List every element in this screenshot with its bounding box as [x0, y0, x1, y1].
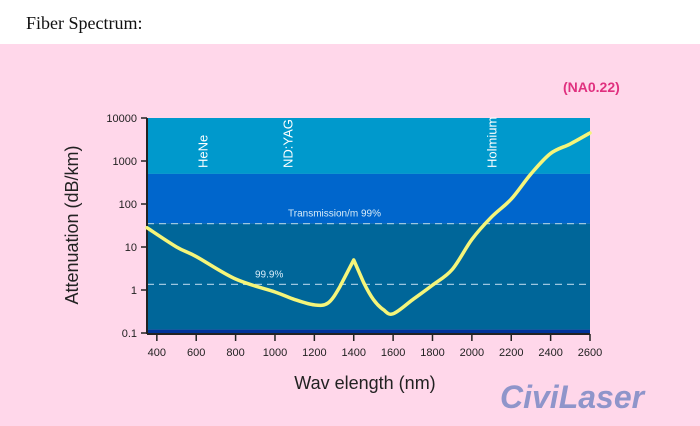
numerical-aperture-label: (NA0.22): [563, 79, 620, 95]
x-tick-label: 1800: [420, 347, 444, 359]
y-tick-label: 10: [125, 242, 137, 254]
band-3: [147, 329, 590, 333]
x-tick-label: 400: [148, 347, 166, 359]
y-tick-label: 100: [119, 199, 137, 211]
x-tick-label: 1600: [381, 347, 405, 359]
y-tick-label: 1000: [113, 156, 137, 168]
band-2: [147, 223, 590, 330]
x-tick-label: 600: [187, 347, 205, 359]
y-tick-label: 1: [131, 285, 137, 297]
x-tick-label: 800: [226, 347, 244, 359]
x-tick-label: 2200: [499, 347, 523, 359]
x-tick-label: 2000: [460, 347, 484, 359]
x-tick-label: 2600: [578, 347, 602, 359]
header: Fiber Spectrum:: [0, 0, 700, 44]
band-1: [147, 173, 590, 224]
laser-annotation: ND:YAG: [281, 119, 296, 168]
x-tick-label: 1200: [302, 347, 326, 359]
x-tick-label: 1000: [263, 347, 287, 359]
y-tick-label: 10000: [106, 113, 137, 125]
y-axis-label: Attenuation (dB/km): [62, 145, 82, 304]
y-tick-label: 0.1: [122, 328, 137, 340]
page-title: Fiber Spectrum:: [26, 13, 143, 33]
x-tick-label: 1400: [341, 347, 365, 359]
x-tick-label: 2400: [538, 347, 562, 359]
band-0: [147, 118, 590, 174]
laser-annotation: Holmium: [485, 117, 500, 168]
reference-label: Transmission/m 99%: [288, 209, 381, 220]
attenuation-curve: [145, 131, 592, 316]
laser-annotation: HeNe: [196, 135, 211, 168]
watermark-logo: CiviLaser: [500, 379, 646, 415]
x-axis-label: Wav elength (nm): [294, 373, 435, 393]
reference-label: 99.9%: [255, 269, 283, 280]
